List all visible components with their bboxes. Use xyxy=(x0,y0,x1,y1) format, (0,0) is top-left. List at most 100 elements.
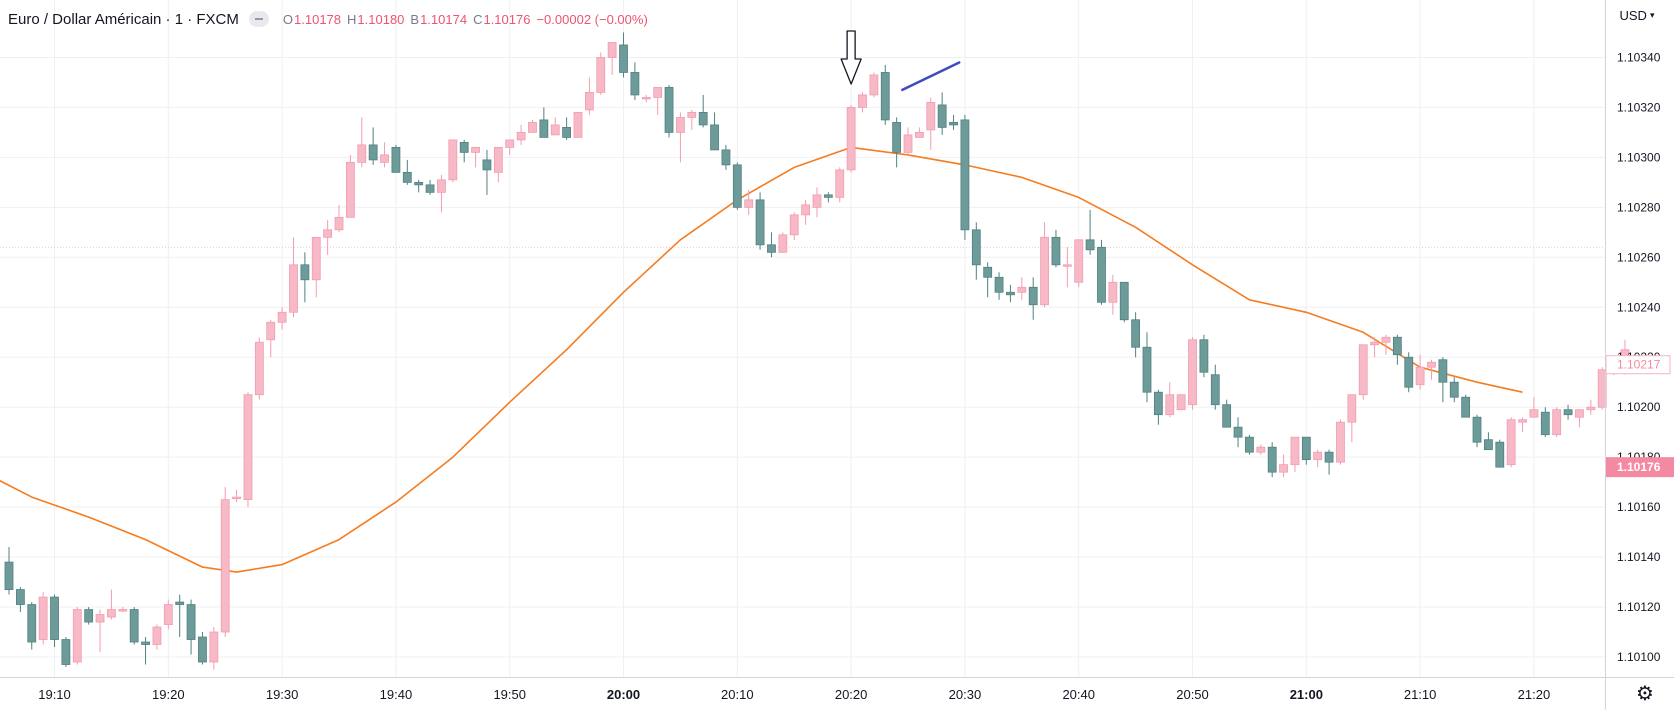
candle-body xyxy=(1267,446,1277,473)
candle xyxy=(277,307,287,330)
open-value: 1.10178 xyxy=(294,11,342,27)
candle-body xyxy=(1028,286,1038,306)
candle-body xyxy=(1392,336,1402,356)
candle-body xyxy=(1540,411,1550,436)
symbol-legend: Euro / Dollar Américain · 1 · FXCM O1.10… xyxy=(8,8,648,30)
candle xyxy=(15,587,25,613)
y-tick-label: 1.10240 xyxy=(1617,300,1661,314)
candle-body xyxy=(1017,286,1027,293)
candle xyxy=(1336,419,1345,465)
candle-body xyxy=(1097,246,1106,303)
candle-body xyxy=(323,229,333,238)
candle xyxy=(744,189,754,215)
candle xyxy=(596,52,606,95)
candle xyxy=(84,607,94,625)
y-tick-label: 1.10300 xyxy=(1617,150,1661,164)
gear-icon[interactable]: ⚙ xyxy=(1636,682,1654,705)
candle xyxy=(994,272,1004,300)
candle xyxy=(892,117,902,168)
close-marker-tag xyxy=(1605,355,1671,375)
candle xyxy=(664,84,674,138)
y-tick-label: 1.10100 xyxy=(1617,650,1661,664)
x-tick-label: 19:20 xyxy=(152,687,185,702)
candle xyxy=(437,174,446,213)
candle-body xyxy=(676,117,685,133)
currency-button[interactable]: USD ▾ xyxy=(1605,2,1669,28)
candle xyxy=(778,232,788,253)
candle-body xyxy=(1245,436,1254,453)
candle-body xyxy=(1165,394,1175,416)
candle xyxy=(186,599,196,655)
candle-body xyxy=(789,214,799,236)
candle-body xyxy=(812,194,822,208)
candle-body xyxy=(835,169,845,198)
candle-body xyxy=(1222,404,1232,428)
candle-body xyxy=(311,236,321,281)
candle-body xyxy=(1438,359,1448,383)
candle xyxy=(129,607,139,645)
down-arrow-icon xyxy=(840,30,862,85)
candle xyxy=(1028,277,1038,320)
candle-body xyxy=(27,604,37,643)
candle xyxy=(1267,442,1277,478)
candle-body xyxy=(687,112,697,118)
candle xyxy=(1245,434,1254,455)
candle-body xyxy=(1210,374,1220,406)
candle xyxy=(141,637,150,665)
candle-body xyxy=(471,146,480,153)
candle xyxy=(915,127,924,138)
candle-body xyxy=(1119,281,1129,321)
candle-body xyxy=(345,161,355,218)
candle xyxy=(1256,444,1266,455)
candle xyxy=(1347,394,1357,443)
candle-body xyxy=(4,561,14,590)
candle-body xyxy=(482,159,492,171)
candle xyxy=(732,162,742,210)
candle-body xyxy=(1586,406,1596,411)
candle-body xyxy=(937,104,947,128)
candle xyxy=(1563,404,1573,420)
candle xyxy=(687,109,697,130)
candle xyxy=(949,114,958,130)
candle-body xyxy=(1313,451,1323,461)
candle-body xyxy=(641,97,651,100)
x-tick-label: 19:40 xyxy=(380,687,413,702)
candle-body xyxy=(1062,264,1072,267)
candle-body xyxy=(141,641,150,645)
candle xyxy=(1586,399,1596,415)
candle-body xyxy=(1563,409,1573,416)
candle-body xyxy=(1176,394,1186,411)
candle xyxy=(812,187,822,218)
candle-body xyxy=(732,164,742,208)
symbol-title[interactable]: Euro / Dollar Américain · 1 · FXCM xyxy=(8,10,239,28)
candle xyxy=(368,127,378,165)
candle-body xyxy=(880,72,890,121)
hide-legend-toggle[interactable] xyxy=(248,11,269,27)
x-tick-label: 20:20 xyxy=(835,687,868,702)
candle xyxy=(1006,284,1015,303)
candle xyxy=(698,94,708,128)
candle xyxy=(937,92,947,135)
candle xyxy=(95,609,105,653)
change-value: −0.00002 (−0.00%) xyxy=(536,11,648,27)
candle-body xyxy=(391,146,401,173)
candle xyxy=(1142,332,1152,403)
candle xyxy=(289,237,298,318)
candle xyxy=(789,212,799,240)
candle xyxy=(1438,357,1448,403)
candle xyxy=(619,32,628,78)
candle xyxy=(1233,417,1243,448)
candle-body xyxy=(380,154,389,163)
candle-body xyxy=(573,112,583,138)
candle-body xyxy=(1051,236,1061,266)
chevron-down-icon: ▾ xyxy=(1649,9,1655,20)
chart-drawings[interactable] xyxy=(840,30,961,92)
candle xyxy=(1575,409,1584,428)
open-label: O xyxy=(282,11,294,27)
candle-body xyxy=(186,604,196,640)
candle xyxy=(209,627,219,670)
candle xyxy=(710,112,719,151)
candle-body xyxy=(1370,341,1379,346)
